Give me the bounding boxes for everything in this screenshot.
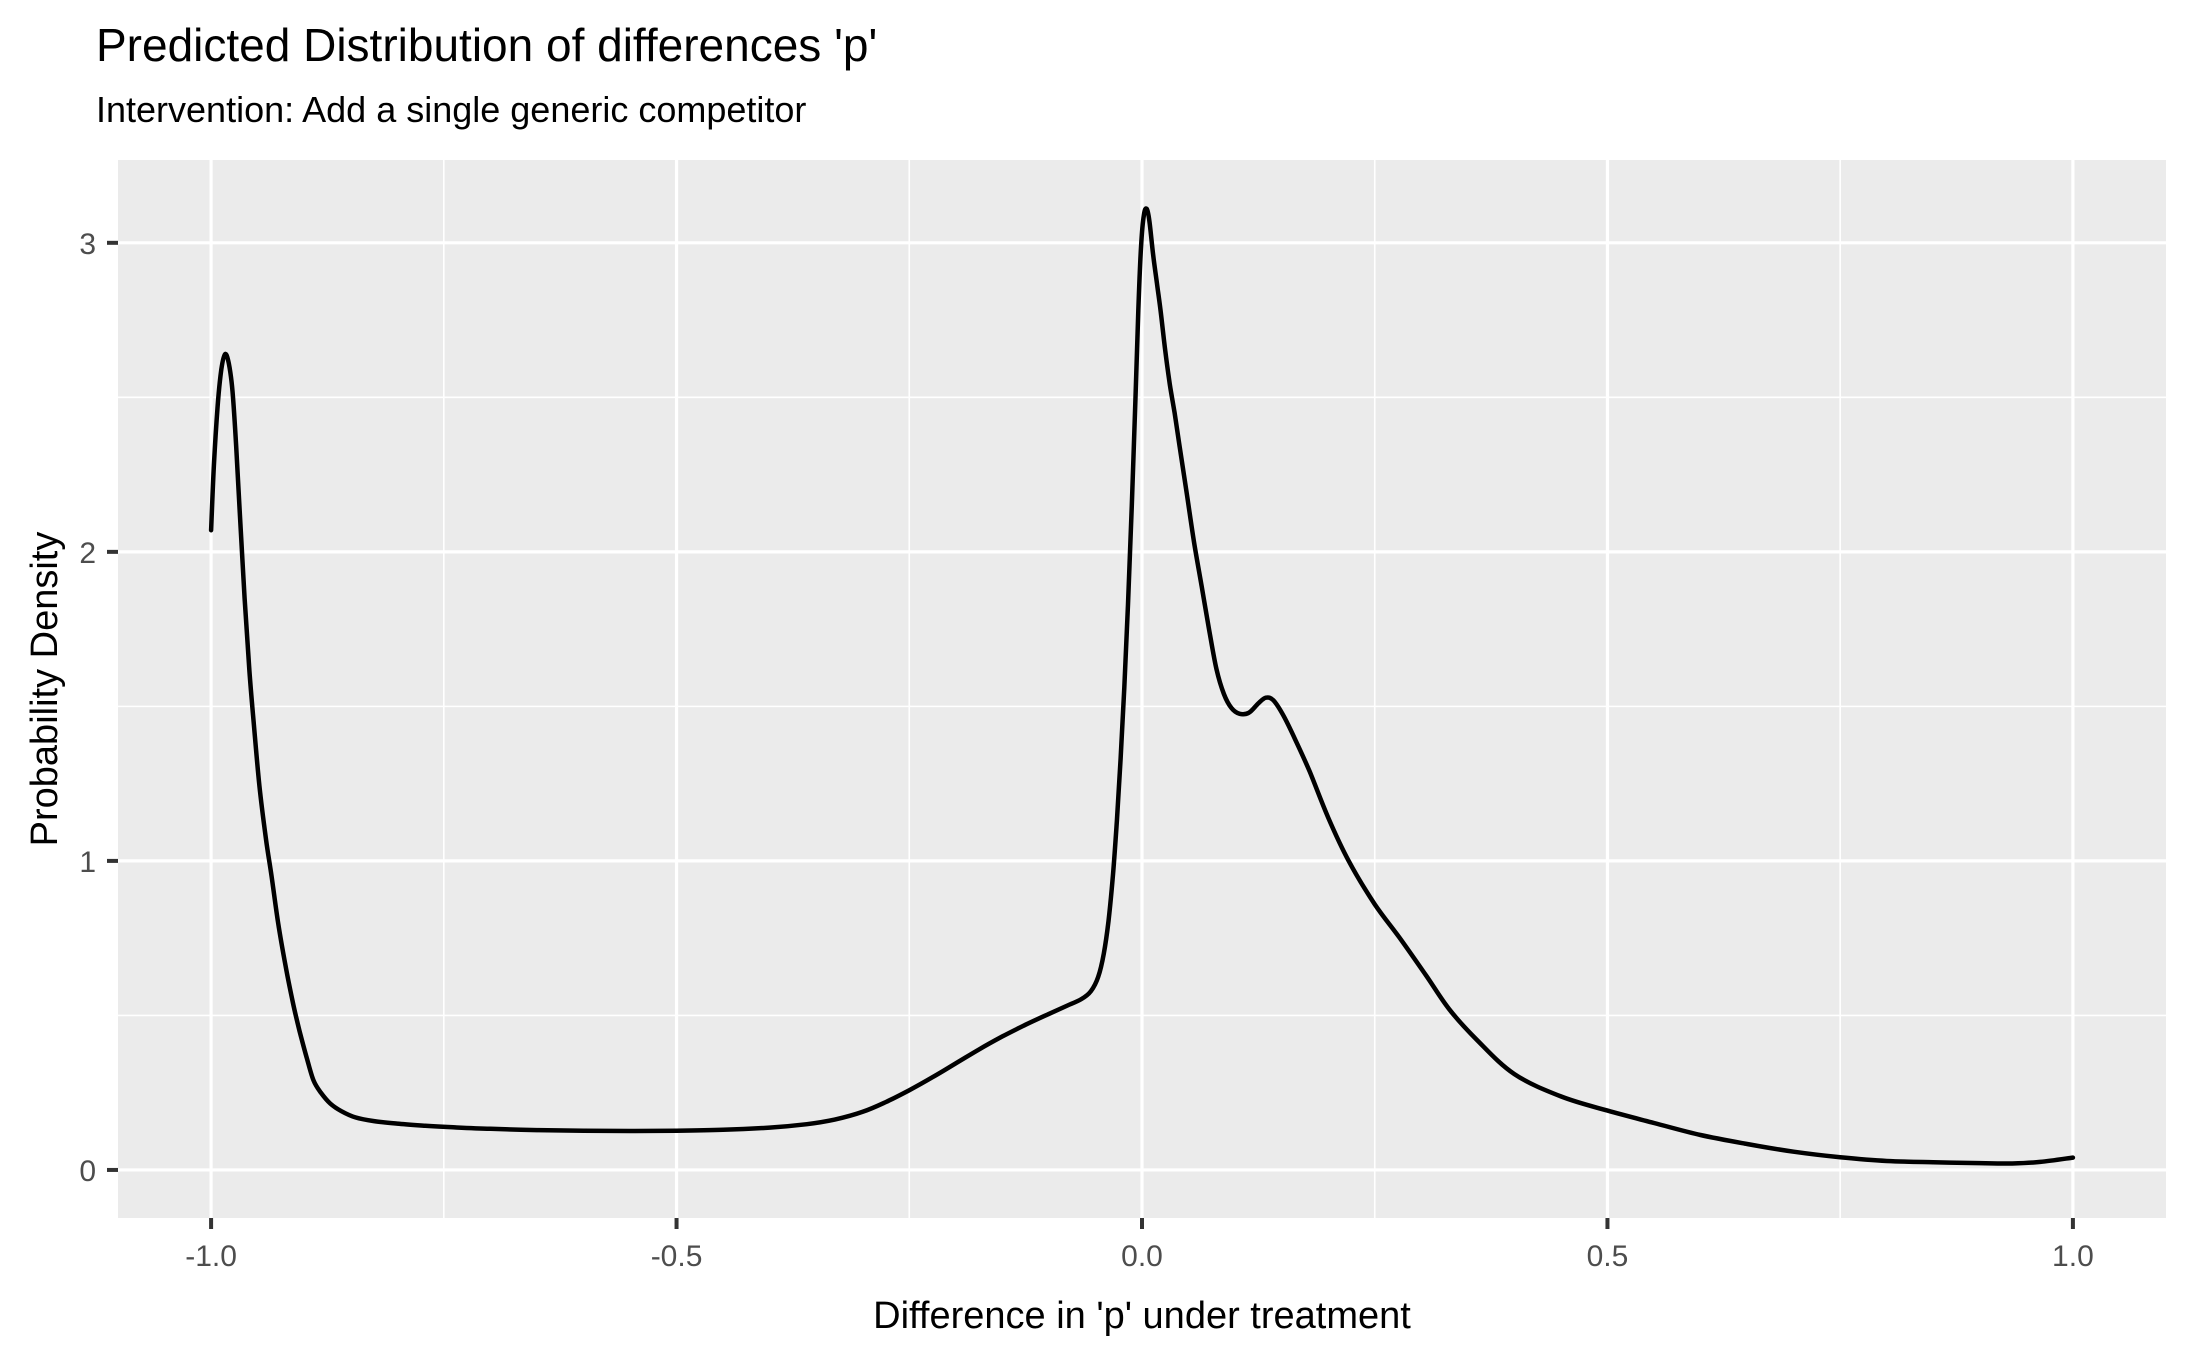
x-tick-label: 0.0 (1121, 1240, 1163, 1273)
plot-title: Predicted Distribution of differences 'p… (96, 19, 878, 71)
y-tick-label: 1 (79, 846, 96, 879)
x-tick-label: -0.5 (651, 1240, 703, 1273)
x-axis-title: Difference in 'p' under treatment (873, 1295, 1411, 1337)
x-tick-label: 1.0 (2052, 1240, 2094, 1273)
x-tick-label: 0.5 (1587, 1240, 1629, 1273)
x-tick-label: -1.0 (185, 1240, 237, 1273)
density-curve (208, 206, 2076, 1166)
y-axis-title: Probability Density (24, 531, 66, 847)
y-tick-label: 0 (79, 1155, 96, 1188)
y-tick-label: 3 (79, 228, 96, 261)
plot-subtitle: Intervention: Add a single generic compe… (96, 89, 807, 130)
y-tick-label: 2 (79, 537, 96, 570)
